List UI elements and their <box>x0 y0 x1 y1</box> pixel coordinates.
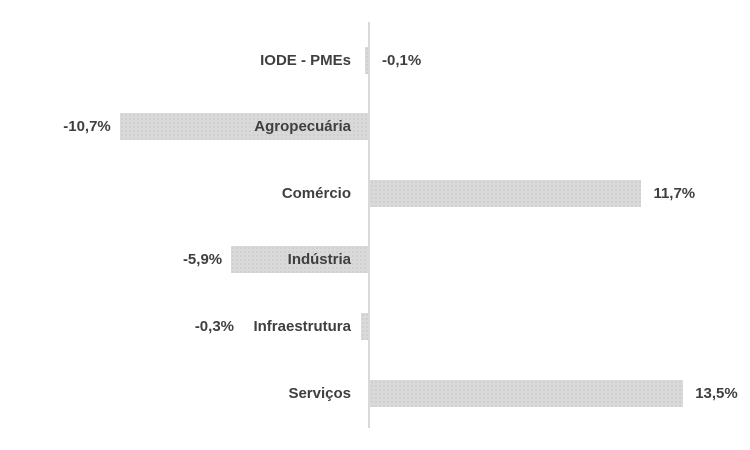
bar <box>365 47 368 74</box>
category-label: Agropecuária <box>254 118 351 135</box>
category-label: Indústria <box>287 251 351 268</box>
category-label: IODE - PMEs <box>260 52 351 69</box>
value-label: -5,9% <box>182 251 223 268</box>
bar <box>119 113 368 140</box>
value-label: -10,7% <box>63 118 111 135</box>
value-label: 13,5% <box>695 385 738 402</box>
bar <box>231 246 368 273</box>
bar <box>361 313 368 340</box>
category-label: Comércio <box>281 185 351 202</box>
bar <box>370 380 684 407</box>
bar-row: Agropecuária -10,7% <box>0 113 750 140</box>
bar-row: Serviços 13,5% <box>0 380 750 407</box>
category-label: Infraestrutura <box>253 318 351 335</box>
value-label: -0,1% <box>382 52 422 69</box>
value-label: 11,7% <box>653 185 696 202</box>
category-axis-line <box>368 22 370 428</box>
bar <box>370 180 642 207</box>
value-label: -0,3% <box>194 318 234 335</box>
category-label: Serviços <box>288 385 351 402</box>
bar-row: Comércio 11,7% <box>0 180 750 207</box>
bar-row: IODE - PMEs -0,1% <box>0 47 750 74</box>
bar-row: Infraestrutura -0,3% <box>0 313 750 340</box>
bar-row: Indústria -5,9% <box>0 246 750 273</box>
